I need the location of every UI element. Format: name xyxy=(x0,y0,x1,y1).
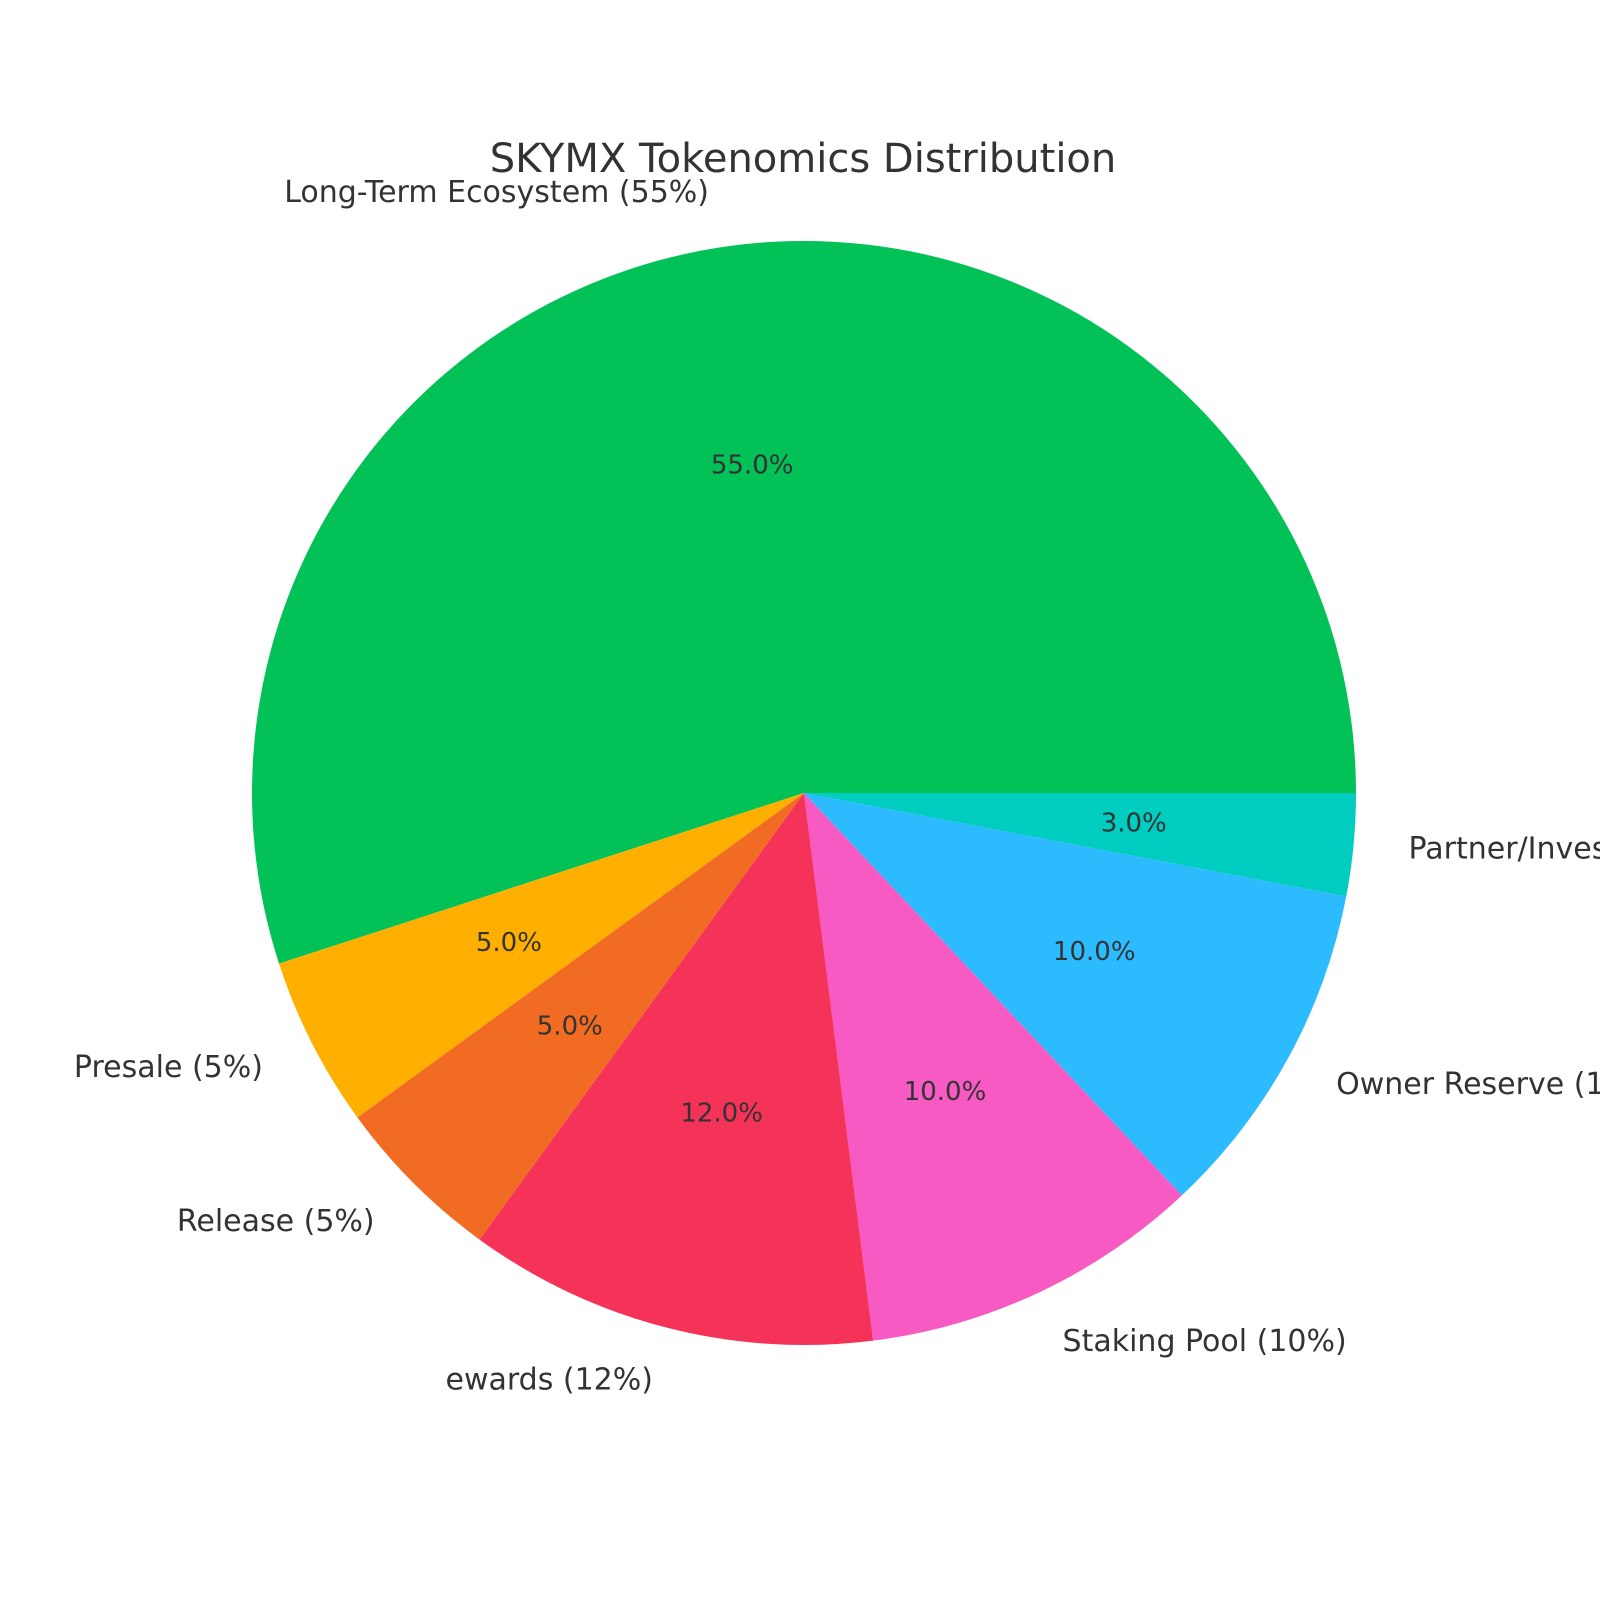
pie-slice-2 xyxy=(357,793,804,1240)
pie-slice-label-6: Partner/Investor (3%) xyxy=(1409,832,1600,867)
pie-slice-label-2: Release (5%) xyxy=(177,1204,375,1239)
pie-labels: 55.0% Long-Term Ecosystem (55%) 5.0% Presal… xyxy=(74,175,1600,1398)
pie-slice-label-0: Long-Term Ecosystem (55%) xyxy=(284,175,709,210)
pie-pct-label-1: 5.0% xyxy=(476,928,542,958)
pie-slice-6 xyxy=(804,793,1356,897)
pie-slice-label-3: ewards (12%) xyxy=(446,1363,653,1398)
pie-slice-1 xyxy=(279,793,804,1118)
pie-slice-label-1: Presale (5%) xyxy=(74,1050,263,1085)
pie-pct-label-0: 55.0% xyxy=(711,450,794,480)
pie-slice-5 xyxy=(804,793,1347,1196)
pie-slice-4 xyxy=(804,793,1182,1341)
chart-title: SKYMX Tokenomics Distribution xyxy=(490,136,1117,182)
pie-slice-0 xyxy=(252,241,1356,964)
pie-pct-label-5: 10.0% xyxy=(1053,937,1136,967)
pie-slice-label-4: Staking Pool (10%) xyxy=(1063,1324,1347,1359)
pie-pct-label-2: 5.0% xyxy=(537,1012,603,1042)
pie-slice-3 xyxy=(479,793,874,1346)
pie-pct-label-6: 3.0% xyxy=(1101,809,1167,839)
pie-slices xyxy=(252,241,1356,1346)
pie-pct-label-4: 10.0% xyxy=(904,1077,987,1107)
pie-pct-label-3: 12.0% xyxy=(680,1098,763,1128)
pie-slice-label-5: Owner Reserve (10%) xyxy=(1336,1067,1600,1102)
